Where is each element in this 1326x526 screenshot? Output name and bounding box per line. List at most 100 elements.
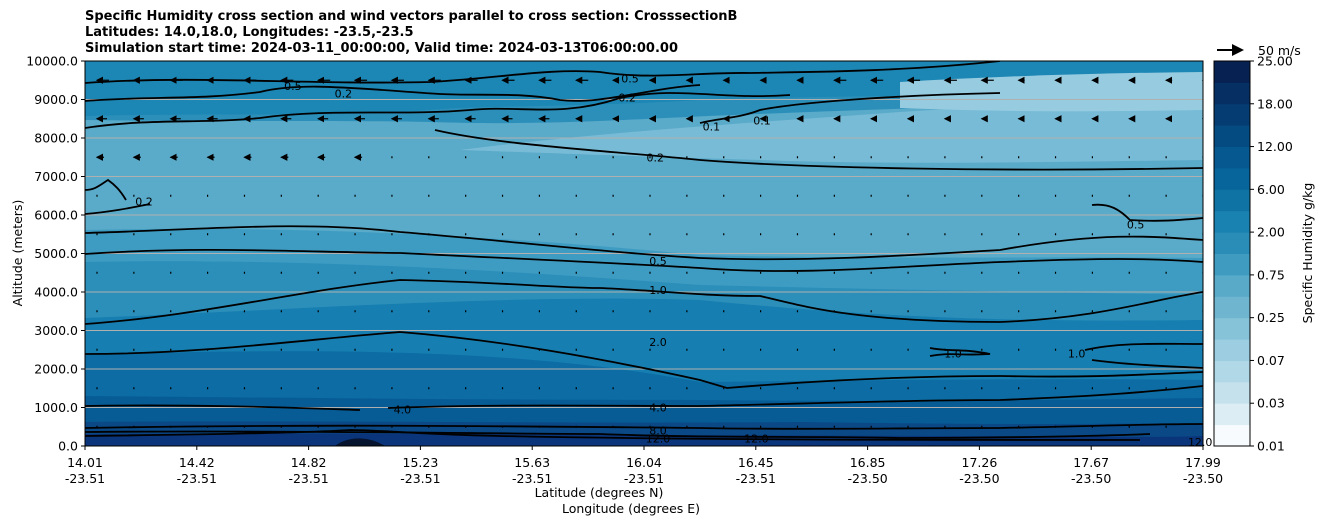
y-tick-label: 1000.0: [34, 400, 78, 415]
wind-vector: [1091, 271, 1093, 274]
x-tick-label-lon: -23.51: [736, 471, 776, 486]
band-very-dry: [900, 72, 1203, 112]
wind-vector: [944, 194, 946, 197]
x-tick-label-lat: 15.63: [514, 455, 550, 470]
band-mid-moist: [85, 228, 1203, 295]
wind-vector: [575, 387, 577, 390]
wind-vector: [501, 348, 504, 351]
contour-label: 0.1: [703, 120, 721, 133]
wind-vector: [760, 233, 762, 236]
contour-line: [1084, 342, 1203, 351]
wind-vector: [207, 387, 209, 390]
wind-vector: [280, 387, 282, 390]
wind-vector: [465, 194, 467, 197]
colorbar-tick-label: 18.00: [1257, 96, 1293, 111]
contour-line: [434, 129, 1203, 171]
x-tick-label-lat: 17.67: [1073, 455, 1109, 470]
wind-vector: [391, 271, 393, 274]
wind-vector: [907, 310, 909, 313]
wind-vector: [96, 425, 98, 428]
wind-vector: [686, 233, 688, 236]
wind-vector: [133, 271, 135, 274]
y-tick-label: 3000.0: [34, 323, 78, 338]
colorbar-label: Specific Humidity g/kg: [1300, 183, 1315, 324]
x-axis-label-lat: Latitude (degrees N): [535, 485, 664, 500]
wind-vector: [1018, 348, 1020, 351]
contour-label: 4.0: [394, 403, 412, 416]
wind-vector: [538, 271, 540, 274]
wind-vector: [1091, 348, 1093, 351]
contour-line: [85, 423, 1203, 430]
colorbar-band: [1214, 317, 1250, 340]
wind-vector: [1018, 310, 1020, 313]
colorbar-band: [1214, 210, 1250, 233]
wind-vector: [354, 271, 356, 274]
wind-vector: [1054, 387, 1057, 390]
wind-vector: [833, 425, 835, 428]
contour-label: 1.0: [944, 348, 962, 361]
contour-label: 0.2: [135, 196, 153, 209]
wind-vector: [649, 271, 651, 274]
wind-vector: [575, 156, 577, 159]
wind-vector: [465, 156, 467, 159]
wind-vector: [317, 425, 319, 428]
wind-vector: [981, 156, 983, 159]
colorbar-tick-label: 0.75: [1257, 267, 1285, 282]
wind-vector: [870, 348, 872, 351]
wind-vector: [723, 271, 725, 274]
band-upper-moist: [85, 61, 1203, 116]
wind-vector: [133, 387, 135, 390]
wind-vector: [907, 387, 909, 390]
wind-vector: [981, 194, 983, 197]
wind-vector: [354, 233, 356, 236]
wind-vector: [96, 233, 98, 236]
contour-label: 12.0: [1188, 436, 1213, 449]
wind-vector: [465, 348, 467, 351]
contour-line: [85, 178, 127, 201]
wind-vector: [686, 156, 688, 159]
wind-vector: [501, 194, 504, 197]
wind-vector: [796, 348, 799, 351]
wind-vector: [723, 233, 725, 236]
contour-label: 0.5: [284, 80, 302, 93]
colorbar-band: [1214, 125, 1250, 148]
wind-vector: [796, 425, 799, 428]
contour-label: 1.0: [649, 284, 667, 297]
wind-vector: [428, 194, 430, 197]
wind-vector: [833, 271, 835, 274]
wind-vector: [575, 233, 577, 236]
wind-vector: [170, 194, 172, 197]
wind-vector: [649, 310, 651, 313]
wind-vector: [723, 425, 725, 428]
wind-vector: [796, 156, 799, 159]
wind-vector: [1165, 310, 1167, 313]
wind-vector: [96, 194, 98, 197]
contour-line: [1091, 203, 1203, 222]
wind-vector: [649, 156, 651, 159]
contour-line: [85, 203, 151, 215]
colorbar-frame: [1213, 60, 1251, 447]
wind-vector: [944, 310, 946, 313]
wind-vector: [612, 233, 614, 236]
wind-vector: [686, 310, 688, 313]
wind-vector: [1128, 233, 1130, 236]
contour-line: [85, 84, 701, 102]
contour-line: [85, 92, 791, 129]
contour-label: 2.0: [649, 336, 667, 349]
wind-vector: [612, 348, 614, 351]
wind-vector: [833, 387, 835, 390]
wind-vector: [1128, 156, 1130, 159]
wind-vector: [796, 233, 799, 236]
wind-vector: [1165, 271, 1167, 274]
wind-vector: [686, 348, 688, 351]
y-tick-label: 10000.0: [26, 54, 78, 69]
wind-vector: [575, 348, 577, 351]
x-tick-label-lat: 16.85: [850, 455, 886, 470]
contour-line: [85, 430, 1151, 439]
wind-vector: [981, 310, 983, 313]
wind-vector: [538, 233, 540, 236]
wind-vector: [243, 271, 246, 274]
wind-vector: [723, 194, 725, 197]
contour-label: 8.0: [649, 425, 667, 438]
wind-vector: [243, 233, 246, 236]
